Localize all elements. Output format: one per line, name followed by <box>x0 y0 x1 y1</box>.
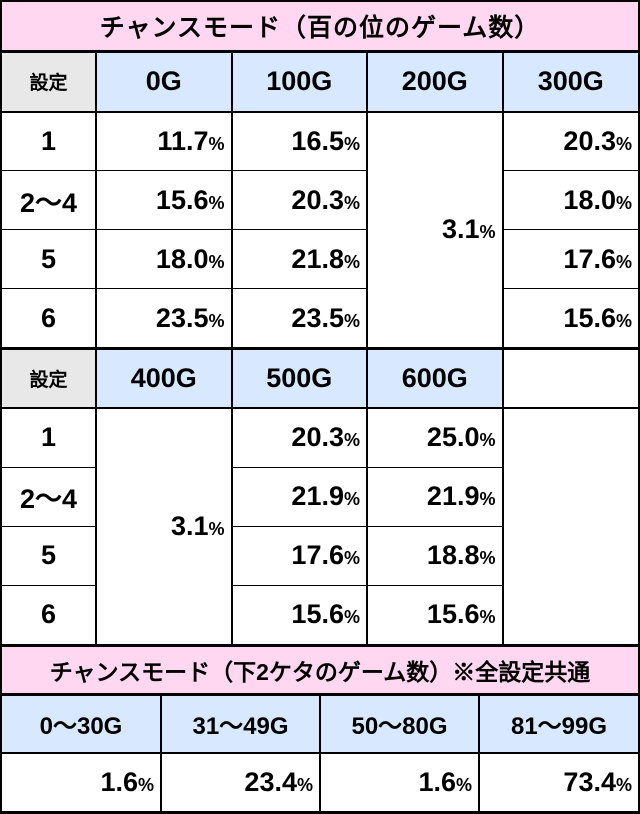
value-cell: 15.6% <box>367 585 503 644</box>
setting-header: 設定 <box>2 349 96 408</box>
value-cell: 20.3% <box>232 408 368 467</box>
value-cell: 18.8% <box>367 526 503 585</box>
table1-block-a: 設定 0G 100G 200G 300G 1 11.7% 16.5% 3.1% … <box>2 52 638 348</box>
value-cell: 11.7% <box>96 112 232 171</box>
value-cell: 15.6% <box>96 171 232 230</box>
setting-cell: 1 <box>2 112 96 171</box>
setting-cell: 5 <box>2 526 96 585</box>
col-100g: 100G <box>232 53 368 112</box>
value-cell: 16.5% <box>232 112 368 171</box>
col-200g: 200G <box>367 53 503 112</box>
value-cell: 73.4% <box>479 753 638 811</box>
col-50-80g: 50〜80G <box>320 695 479 753</box>
blank-cell <box>503 408 639 644</box>
table2-title: チャンスモード（下2ケタのゲーム数）※全設定共通 <box>2 645 638 695</box>
value-cell: 1.6% <box>320 753 479 811</box>
table1-block-b: 設定 400G 500G 600G 1 3.1% 20.3% 25.0% 2〜4… <box>2 348 638 645</box>
setting-header: 設定 <box>2 53 96 112</box>
setting-cell: 6 <box>2 585 96 644</box>
table2: 0〜30G 31〜49G 50〜80G 81〜99G 1.6% 23.4% 1.… <box>2 695 638 812</box>
value-cell: 23.4% <box>161 753 320 811</box>
value-cell: 20.3% <box>232 171 368 230</box>
value-cell: 23.5% <box>96 289 232 348</box>
col-0g: 0G <box>96 53 232 112</box>
value-cell: 21.9% <box>367 467 503 526</box>
value-cell: 18.0% <box>96 230 232 289</box>
value-cell: 1.6% <box>2 753 161 811</box>
table1-title: チャンスモード（百の位のゲーム数） <box>2 2 638 52</box>
header-row-a: 設定 0G 100G 200G 300G <box>2 53 638 112</box>
table-row: 6 23.5% 23.5% 15.6% <box>2 289 638 348</box>
col-600g: 600G <box>367 349 503 408</box>
blank-cell <box>503 349 639 408</box>
value-cell: 15.6% <box>503 289 639 348</box>
setting-cell: 2〜4 <box>2 467 96 526</box>
value-cell: 20.3% <box>503 112 639 171</box>
header-row-2: 0〜30G 31〜49G 50〜80G 81〜99G <box>2 695 638 753</box>
chance-mode-tables: チャンスモード（百の位のゲーム数） 設定 0G 100G 200G 300G 1… <box>0 0 640 814</box>
col-500g: 500G <box>232 349 368 408</box>
value-cell: 23.5% <box>232 289 368 348</box>
value-cell: 25.0% <box>367 408 503 467</box>
table-row: 1 3.1% 20.3% 25.0% <box>2 408 638 467</box>
table-row: 5 18.0% 21.8% 17.6% <box>2 230 638 289</box>
setting-cell: 1 <box>2 408 96 467</box>
merged-cell-200g: 3.1% <box>367 112 503 348</box>
value-cell: 17.6% <box>503 230 639 289</box>
value-cell: 15.6% <box>232 585 368 644</box>
setting-cell: 6 <box>2 289 96 348</box>
value-cell: 18.0% <box>503 171 639 230</box>
value-cell: 17.6% <box>232 526 368 585</box>
col-31-49g: 31〜49G <box>161 695 320 753</box>
value-cell: 21.9% <box>232 467 368 526</box>
setting-cell: 5 <box>2 230 96 289</box>
value-cell: 21.8% <box>232 230 368 289</box>
col-81-99g: 81〜99G <box>479 695 638 753</box>
table-row: 1 11.7% 16.5% 3.1% 20.3% <box>2 112 638 171</box>
table-row: 1.6% 23.4% 1.6% 73.4% <box>2 753 638 811</box>
col-0-30g: 0〜30G <box>2 695 161 753</box>
col-400g: 400G <box>96 349 232 408</box>
header-row-b: 設定 400G 500G 600G <box>2 349 638 408</box>
merged-cell-400g: 3.1% <box>96 408 232 644</box>
setting-cell: 2〜4 <box>2 171 96 230</box>
table-row: 2〜4 15.6% 20.3% 18.0% <box>2 171 638 230</box>
col-300g: 300G <box>503 53 639 112</box>
